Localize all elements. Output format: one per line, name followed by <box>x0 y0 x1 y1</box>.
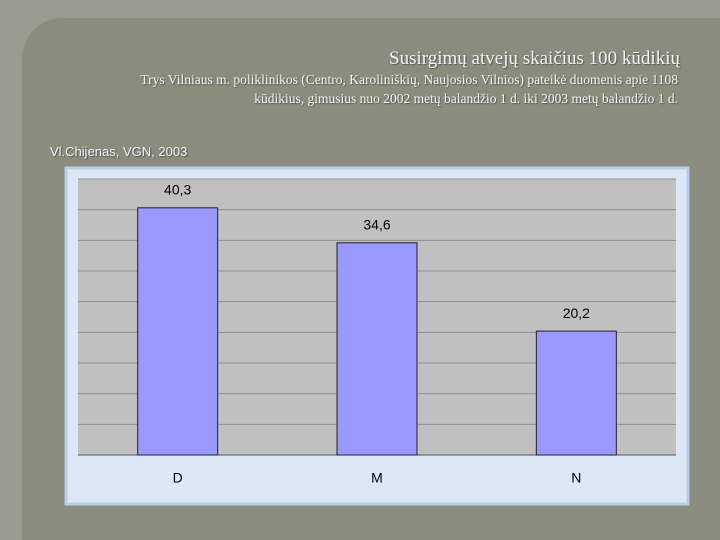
bar <box>336 242 418 456</box>
x-tick-label: M <box>371 470 383 486</box>
chart-title: Susirgimų atvejų skaičius 100 kūdikių <box>389 48 680 69</box>
source: Vl.Chijenas, VGN, 2003 <box>50 144 188 159</box>
subtitle-line: kūdikius, gimusius nuo 2002 metų balandž… <box>254 91 678 106</box>
x-tick-label: D <box>173 470 183 486</box>
bar <box>137 207 219 456</box>
value-label: 34,6 <box>363 216 390 232</box>
value-label: 40,3 <box>164 182 191 198</box>
subtitle-line: Trys Vilniaus m. poliklinikos (Centro, K… <box>140 72 678 87</box>
bar <box>535 330 617 456</box>
x-tick-label: N <box>571 470 581 486</box>
value-label: 20,2 <box>563 305 590 321</box>
